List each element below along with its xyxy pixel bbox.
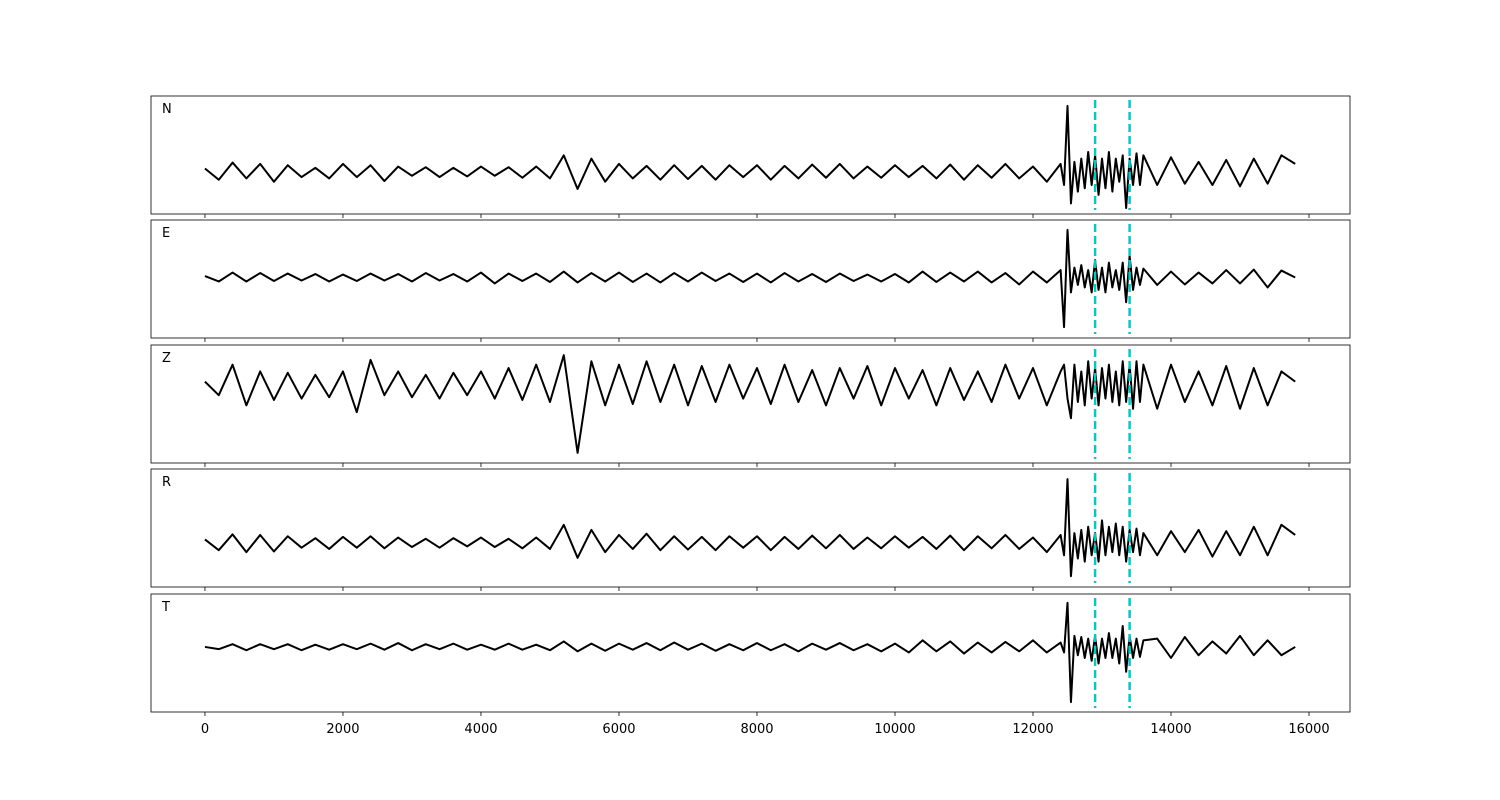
panel-label: T	[161, 600, 170, 615]
panel-label: N	[162, 102, 172, 117]
panel-frame	[151, 345, 1350, 463]
x-tick-label: 12000	[1012, 722, 1053, 737]
x-tick-label: 14000	[1150, 722, 1191, 737]
panel-label: R	[162, 475, 171, 490]
trace	[204, 228, 1296, 329]
trace	[204, 601, 1296, 704]
x-tick-label: 16000	[1288, 722, 1329, 737]
panel-border	[150, 468, 1351, 588]
panel-frame	[151, 96, 1350, 214]
panel-border	[150, 344, 1351, 464]
panel-label: E	[162, 226, 170, 241]
x-tick-label: 4000	[464, 722, 497, 737]
x-tick-label: 8000	[740, 722, 773, 737]
trace	[204, 104, 1296, 210]
x-tick-label: 0	[201, 722, 209, 737]
x-tick-label: 2000	[326, 722, 359, 737]
trace	[204, 354, 1296, 454]
panel-frame	[151, 220, 1350, 338]
trace	[204, 478, 1296, 578]
panel-frame	[151, 469, 1350, 587]
panel-frame	[151, 594, 1350, 712]
panel-border	[150, 593, 1351, 713]
x-tick-label: 6000	[602, 722, 635, 737]
panel-border	[150, 219, 1351, 339]
x-tick-label: 10000	[874, 722, 915, 737]
panel-label: Z	[162, 351, 171, 366]
panel-border	[150, 95, 1351, 215]
